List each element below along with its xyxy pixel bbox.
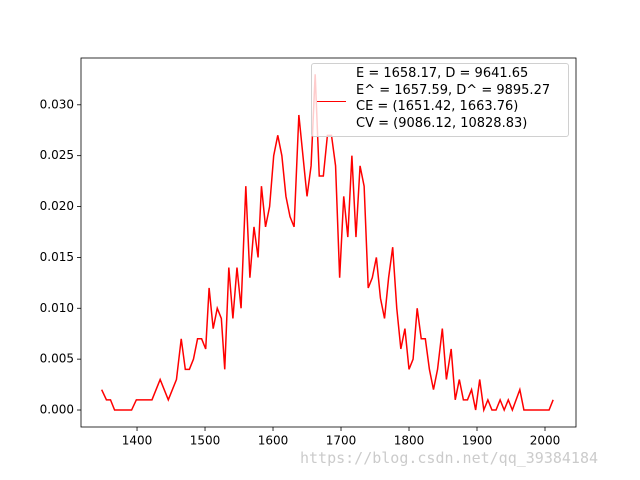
x-tick-label: 1700 xyxy=(326,434,357,448)
x-tick-label: 1800 xyxy=(394,434,425,448)
legend-label: E = 1658.17, D = 9641.65 E^ = 1657.59, D… xyxy=(356,66,551,131)
y-tick-label: 0.005 xyxy=(40,352,74,366)
plot-frame xyxy=(80,57,577,428)
y-tick-label: 0.025 xyxy=(40,148,74,162)
legend-swatch xyxy=(317,101,346,102)
x-tick-label: 1500 xyxy=(190,434,221,448)
y-tick-label: 0.010 xyxy=(40,301,74,315)
legend: E = 1658.17, D = 9641.65 E^ = 1657.59, D… xyxy=(311,63,569,137)
watermark: https://blog.csdn.net/qq_39384184 xyxy=(300,449,599,467)
x-tick-label: 1600 xyxy=(258,434,289,448)
y-tick-label: 0.015 xyxy=(40,250,74,264)
y-tick-label: 0.030 xyxy=(40,97,74,111)
x-tick-label: 1400 xyxy=(122,434,153,448)
data-line xyxy=(100,74,554,413)
y-tick-label: 0.020 xyxy=(40,199,74,213)
x-tick-label: 2000 xyxy=(530,434,561,448)
y-tick-label: 0.000 xyxy=(40,403,74,417)
x-tick-label: 1900 xyxy=(462,434,493,448)
